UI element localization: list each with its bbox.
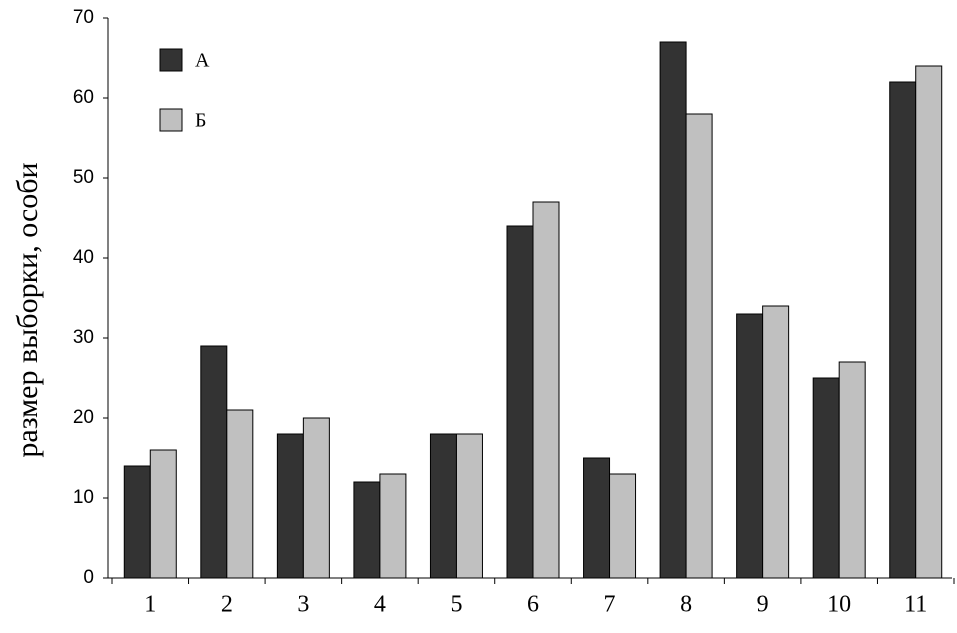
bar: [429, 433, 457, 579]
bar: [889, 81, 917, 579]
bar: [532, 201, 560, 579]
bar: [200, 345, 228, 579]
bar: [353, 481, 381, 579]
bar: [583, 457, 611, 579]
bar: [149, 449, 177, 579]
bar: [379, 473, 407, 579]
bar: [302, 417, 330, 579]
x-tick-label: 3: [297, 592, 309, 618]
bar: [609, 473, 637, 579]
x-tick-label: 9: [757, 592, 769, 618]
y-tick-label: 10: [73, 487, 94, 508]
x-tick-label: 1: [144, 592, 156, 618]
y-tick-label: 30: [73, 327, 94, 348]
y-tick-label: 50: [73, 167, 94, 188]
x-tick-label: 11: [904, 592, 927, 618]
x-tick-label: 10: [827, 592, 851, 618]
x-tick-label: 2: [221, 592, 233, 618]
bar: [736, 313, 764, 579]
legend-label: Б: [195, 110, 206, 132]
bar: [276, 433, 304, 579]
bar: [226, 409, 254, 579]
legend-label: А: [195, 50, 210, 72]
x-tick-label: 5: [450, 592, 462, 618]
bar: [659, 41, 687, 579]
y-tick-label: 60: [73, 87, 94, 108]
y-tick-label: 0: [83, 567, 94, 588]
legend-swatch: [159, 108, 183, 132]
y-tick-label: 20: [73, 407, 94, 428]
bar: [685, 113, 713, 579]
y-tick-label: 40: [73, 247, 94, 268]
bar: [838, 361, 866, 579]
bar: [812, 377, 840, 579]
bar: [915, 65, 943, 579]
y-tick-label: 70: [73, 7, 94, 28]
x-tick-label: 6: [527, 592, 539, 618]
bar: [123, 465, 151, 579]
bar: [455, 433, 483, 579]
x-tick-label: 7: [604, 592, 616, 618]
x-tick-label: 8: [680, 592, 692, 618]
x-tick-label: 4: [374, 592, 386, 618]
y-axis-label: размер выборки, особи: [11, 162, 44, 457]
bar: [506, 225, 534, 579]
bar: [762, 305, 790, 579]
legend-swatch: [159, 48, 183, 72]
